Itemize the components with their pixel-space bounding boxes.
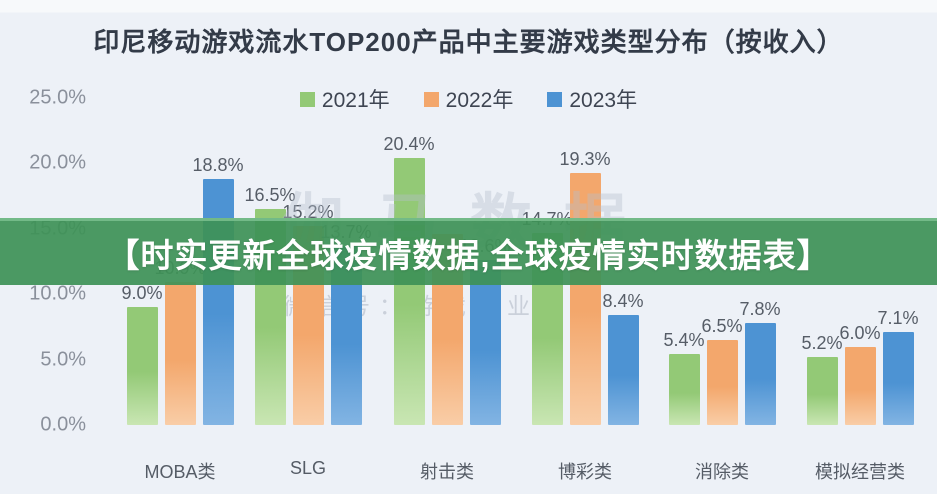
bar-2022年-模拟经营类 — [844, 346, 876, 425]
x-axis-category-label: 射击类 — [420, 462, 474, 482]
x-axis-category-label: MOBA类 — [144, 462, 216, 482]
legend-item-2021年: 2021年 — [299, 84, 390, 114]
legend-swatch-icon — [547, 91, 563, 107]
bar-value-label: 15.2% — [282, 202, 334, 223]
legend-item-2023年: 2023年 — [547, 84, 637, 114]
bar-2023年-射击类 — [469, 260, 501, 425]
bar-value-label: 9.0% — [121, 283, 163, 304]
bar-2021年-射击类 — [393, 158, 425, 425]
bar-2023年-消除类 — [744, 322, 776, 425]
x-axis-category-label: SLG — [289, 458, 327, 478]
legend-label: 2022年 — [445, 89, 514, 112]
bar-value-label: 7.8% — [739, 298, 781, 319]
chart-legend: 2021年 2022年 2023年 — [0, 84, 937, 114]
bar-value-label: 5.4% — [663, 330, 705, 351]
bar-2023年-博彩类 — [607, 315, 639, 425]
bar-value-label: 6.5% — [701, 315, 743, 336]
bar-2023年-模拟经营类 — [882, 332, 914, 425]
x-axis-category-label: 模拟经营类 — [815, 462, 905, 482]
bar-value-label: 18.8% — [192, 155, 244, 176]
y-axis-tick: 25.0% — [29, 86, 86, 109]
bar-value-label: 7.1% — [877, 308, 919, 329]
overlay-ad-banner[interactable]: 【时实更新全球疫情数据,全球疫情实时数据表】 — [0, 218, 937, 285]
overlay-ad-banner-text: 【时实更新全球疫情数据,全球疫情实时数据表】 — [106, 237, 831, 274]
bar-value-label: 16.5% — [244, 185, 296, 206]
legend-swatch-icon — [299, 91, 315, 107]
y-axis-tick: 5.0% — [40, 348, 86, 371]
legend-swatch-icon — [423, 91, 439, 107]
bar-2021年-消除类 — [668, 354, 700, 425]
bar-2022年-消除类 — [706, 339, 738, 425]
bar-value-label: 5.2% — [801, 332, 843, 353]
x-axis-category-label: 博彩类 — [558, 462, 612, 482]
y-axis-tick: 0.0% — [40, 413, 86, 436]
bar-value-label: 8.4% — [602, 291, 644, 312]
bar-2021年-MOBA类 — [126, 307, 158, 425]
chart-title: 印尼移动游戏流水TOP200产品中主要游戏类型分布（按收入） — [93, 27, 844, 57]
bar-2022年-博彩类 — [569, 172, 601, 425]
legend-label: 2023年 — [569, 89, 638, 112]
y-axis-tick: 20.0% — [29, 151, 86, 174]
legend-label: 2021年 — [321, 89, 390, 112]
bar-value-label: 6.0% — [839, 322, 881, 343]
bar-value-label: 19.3% — [559, 148, 611, 169]
bar-value-label: 20.4% — [383, 134, 435, 155]
bar-2022年-MOBA类 — [164, 282, 196, 425]
bar-2021年-模拟经营类 — [806, 356, 838, 425]
bar-2023年-MOBA类 — [202, 179, 234, 425]
x-axis-category-label: 消除类 — [695, 462, 749, 482]
y-axis-tick: 10.0% — [29, 282, 86, 305]
legend-item-2022年: 2022年 — [423, 84, 514, 114]
